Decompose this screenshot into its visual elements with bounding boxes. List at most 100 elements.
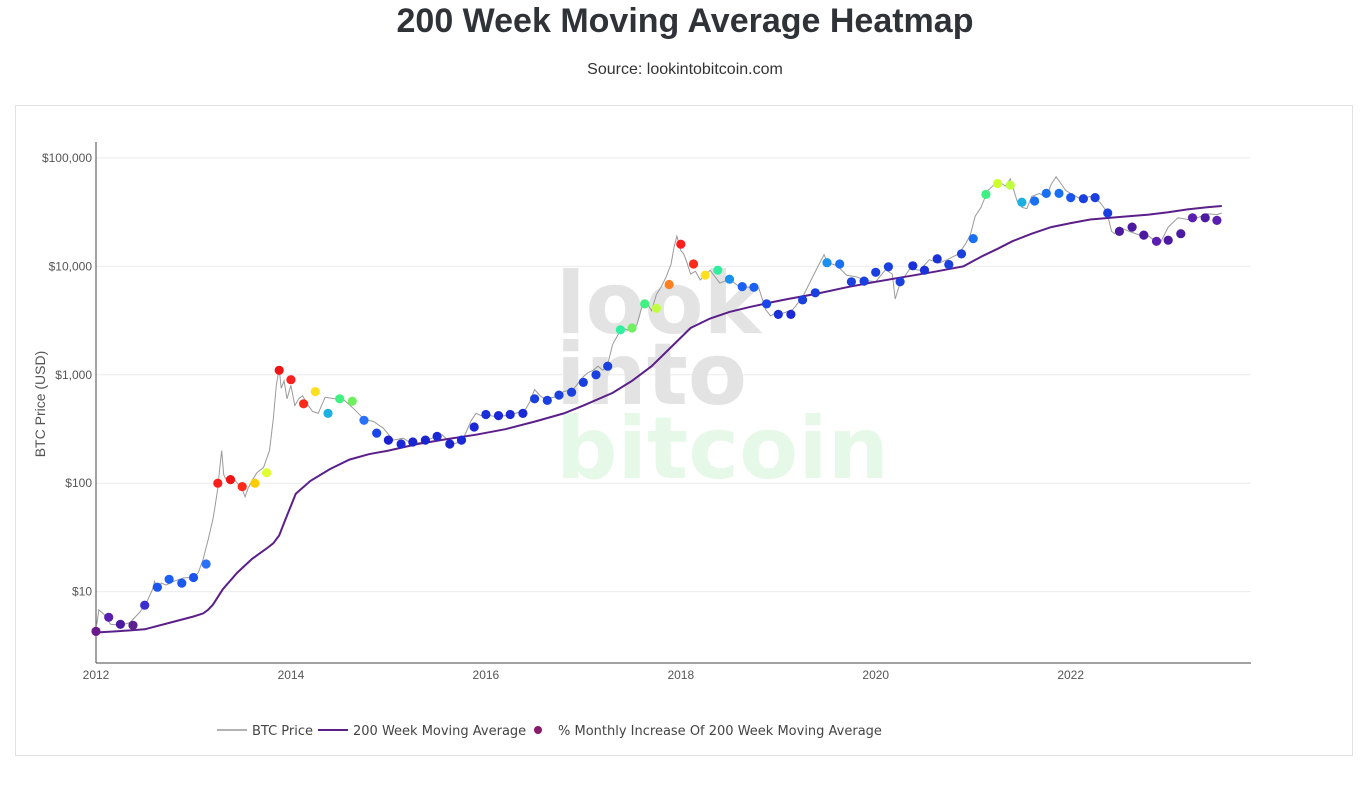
axes: $10 $100 $1,000 $10,000 $100,000 2012 2014 2016…: [42, 142, 1251, 682]
heatmap-dot: [383, 435, 393, 445]
heatmap-dot: [1090, 193, 1100, 203]
heatmap-dot: [225, 475, 236, 485]
heatmap-dot: [347, 396, 357, 406]
heatmap-dot: [798, 295, 808, 305]
heatmap-dot: [493, 411, 504, 421]
heatmap-dot: [956, 249, 967, 259]
legend-dots-label: % Monthly Increase Of 200 Week Moving Av…: [558, 724, 882, 739]
legend-ma-label: 200 Week Moving Average: [353, 724, 526, 739]
heatmap-dot: [359, 415, 369, 425]
heatmap-dot: [1054, 188, 1064, 198]
page-title: 200 Week Moving Average Heatmap: [396, 2, 974, 40]
grid-lines: [96, 157, 1251, 593]
heatmap-dot: [919, 265, 930, 275]
heatmap-dot: [651, 303, 662, 313]
y-tick-label: $1,000: [55, 368, 92, 382]
heatmap-dot: [542, 395, 552, 405]
y-tick-label: $10,000: [49, 259, 93, 273]
heatmap-dot: [1163, 235, 1173, 245]
heatmap-dot: [140, 600, 150, 610]
heatmap-dot: [456, 435, 467, 445]
legend-btc-label: BTC Price: [252, 724, 313, 739]
heatmap-dot: [554, 390, 564, 400]
ma-200-week-line: [95, 205, 1222, 634]
heatmap-dot: [762, 299, 772, 309]
legend-dots-swatch: [534, 726, 542, 734]
x-tick-label: 2020: [862, 668, 889, 682]
heatmap-dot: [152, 582, 162, 592]
x-tick-label: 2022: [1057, 668, 1084, 682]
heatmap-dot: [578, 377, 588, 387]
heatmap-dot: [688, 259, 699, 269]
heatmap-dot: [104, 612, 114, 622]
heatmap-dot: [700, 270, 710, 280]
watermark-text-3: bitcoin: [556, 399, 889, 499]
watermark: look into bitcoin: [556, 254, 889, 499]
heatmap-dot: [968, 234, 978, 244]
heatmap-dot: [591, 370, 601, 380]
x-tick-label: 2018: [667, 668, 694, 682]
btc-price-line: [95, 175, 1222, 630]
heatmap-dot: [335, 394, 345, 404]
heatmap-dot: [1151, 236, 1162, 246]
heatmap-dot: [286, 375, 296, 385]
heatmap-dot: [822, 258, 832, 268]
chart-frame: [15, 105, 1353, 756]
heatmap-dot: [1176, 229, 1186, 239]
heatmap-dot: [1200, 213, 1210, 223]
heatmap-dot: [323, 408, 333, 418]
heatmap-dot: [128, 620, 138, 630]
heatmap-dot: [664, 279, 674, 290]
heatmap-dot: [1041, 188, 1051, 198]
heatmap-dot: [530, 394, 540, 404]
heatmap-dot: [372, 428, 382, 438]
heatmap-dot: [1030, 196, 1040, 206]
heatmap-dot: [932, 254, 942, 264]
x-tick-label: 2012: [83, 668, 110, 682]
heatmap-dot: [1114, 226, 1124, 236]
heatmap-dot: [981, 189, 991, 199]
heatmap-dot: [274, 365, 284, 375]
heatmap-dot: [91, 626, 101, 637]
heatmap-dot: [201, 559, 211, 569]
heatmap-dot: [115, 619, 125, 629]
heatmap-dot: [846, 277, 857, 287]
heatmap-dot: [1212, 215, 1222, 225]
y-tick-label: $100,000: [42, 151, 92, 165]
heatmap-dot: [1078, 194, 1088, 204]
heatmap-dot: [505, 409, 515, 420]
heatmap-dot: [310, 387, 320, 397]
heatmap-dot: [810, 288, 820, 298]
heatmap-dot: [895, 277, 905, 287]
heatmap-dot: [262, 468, 272, 478]
heatmap-dot: [603, 361, 613, 371]
watermark-text-1: look: [556, 254, 763, 354]
x-tick-label: 2016: [473, 668, 500, 682]
heatmap-dot: [908, 261, 918, 271]
heatmap-dot: [676, 239, 686, 249]
y-tick-label: $100: [65, 476, 92, 490]
heatmap-dot: [1066, 193, 1076, 203]
heatmap-dot: [944, 259, 954, 270]
heatmap-dot: [1017, 197, 1027, 207]
y-tick-label: $10: [72, 585, 92, 599]
heatmap-dot: [420, 435, 430, 445]
y-axis-label: BTC Price (USD): [32, 351, 48, 458]
heatmap-dot: [627, 323, 637, 333]
heatmap-dot: [481, 409, 491, 420]
heatmap-dot: [396, 439, 406, 449]
heatmap-dot: [835, 259, 845, 269]
heatmap-dot: [1103, 208, 1113, 218]
heatmap-dot: [724, 274, 735, 284]
heatmap-dot: [408, 437, 418, 447]
heatmap-dot: [871, 267, 881, 277]
heatmap-dot: [786, 309, 796, 319]
heatmap-dot: [567, 387, 577, 397]
dots-layer: [91, 178, 1222, 637]
heatmap-dot: [1187, 213, 1198, 223]
series-layer: [95, 175, 1222, 634]
heatmap-dot: [993, 178, 1003, 189]
heatmap-dot: [749, 282, 759, 292]
heatmap-dot: [213, 478, 223, 488]
